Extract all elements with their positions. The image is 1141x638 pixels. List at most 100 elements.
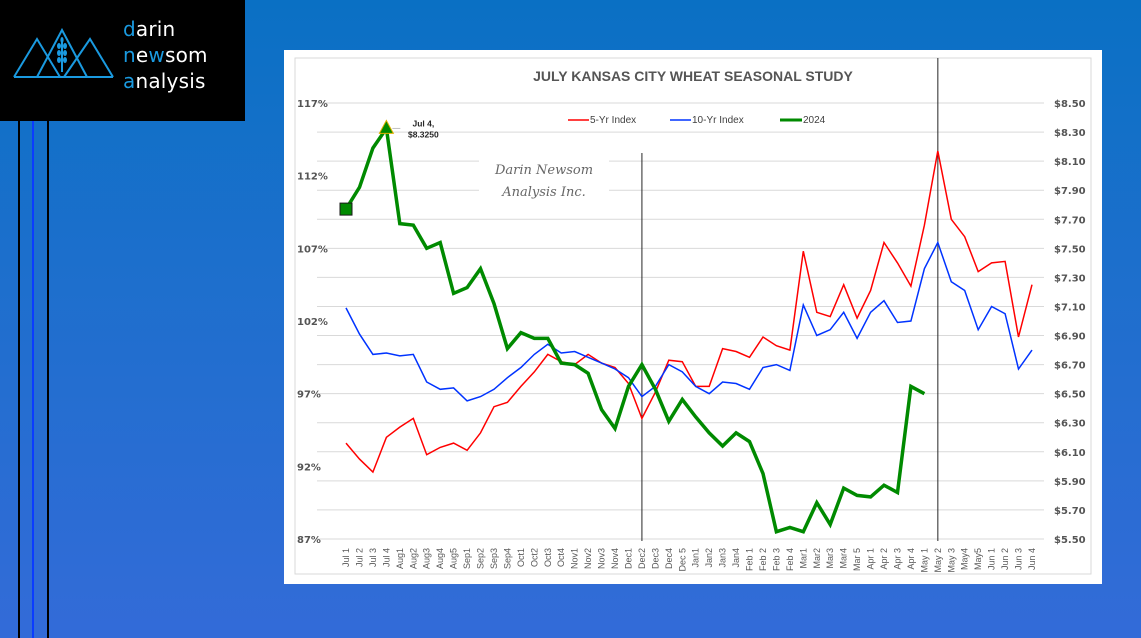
x-axis-tick-label: Jun 2 (1000, 548, 1010, 570)
legend: 5-Yr Index 10-Yr Index 2024 (554, 109, 854, 129)
right-axis: $8.50 $8.30 $8.10 $7.90 $7.70 $7.50 $7.30 $7.10… (1054, 99, 1086, 546)
legend-label-5yr: 5-Yr Index (590, 115, 636, 126)
left-axis-tick-label: 97% (297, 390, 321, 401)
x-axis-tick-label: Apr 4 (906, 548, 916, 570)
legend-label-2024: 2024 (803, 115, 826, 126)
x-axis-tick-label: May 3 (946, 548, 956, 573)
plot-area-border (294, 57, 1092, 575)
brand-letter: a (123, 69, 136, 93)
brand-letter: e (135, 43, 149, 67)
x-axis-tick-label: Jan2 (704, 548, 714, 568)
data-markers (339, 119, 401, 216)
x-axis-tick-label: Jun 1 (987, 548, 997, 570)
x-axis-tick-label: Dec 5 (677, 548, 687, 572)
vertical-markers (641, 58, 939, 541)
x-axis-tick-label: Nov4 (610, 548, 620, 569)
watermark-line1: Darin Newsom (494, 163, 593, 178)
x-axis-tick-label: Dec4 (664, 548, 674, 569)
x-axis-tick-label: Jul 3 (368, 548, 378, 567)
x-axis-tick-label: Mar3 (825, 548, 835, 569)
decorative-stripe (47, 121, 49, 638)
right-axis-tick-label: $6.30 (1054, 419, 1086, 430)
chart-panel: Darin Newsom Analysis Inc. JULY KANSAS C… (284, 50, 1102, 584)
x-axis-tick-label: Feb 2 (758, 548, 768, 571)
watermark: Darin Newsom Analysis Inc. (479, 153, 609, 205)
brand-logo: darin newsom analysis (0, 0, 245, 121)
gridlines (317, 102, 1044, 540)
x-axis-tick-label: Mar 5 (852, 548, 862, 571)
x-axis-tick-label: Jul 2 (354, 548, 364, 567)
x-axis-tick-label: May5 (973, 548, 983, 570)
right-axis-tick-label: $7.70 (1054, 215, 1086, 226)
brand-letter: n (123, 43, 136, 67)
right-axis-tick-label: $7.30 (1054, 273, 1086, 284)
x-axis-tick-label: Sep4 (502, 548, 512, 569)
left-axis-tick-label: 107% (297, 244, 328, 255)
series-line-10-yr-index (345, 240, 1033, 402)
data-point-square (339, 202, 353, 216)
right-axis-tick-label: $5.70 (1054, 506, 1086, 517)
x-axis-tick-label: Apr 3 (892, 548, 902, 570)
x-axis-tick-label: Oct3 (543, 548, 553, 567)
x-axis-tick-label: May 1 (919, 548, 929, 573)
legend-label-10yr: 10-Yr Index (692, 115, 744, 126)
brand-word: nalysis (135, 69, 206, 93)
right-axis-tick-label: $6.50 (1054, 390, 1086, 401)
x-axis-tick-label: Oct2 (529, 548, 539, 567)
brand-word: som (164, 43, 208, 67)
chart: Darin Newsom Analysis Inc. JULY KANSAS C… (294, 57, 1092, 575)
x-axis-tick-label: Nov2 (583, 548, 593, 569)
x-axis-tick-label: Oct1 (516, 548, 526, 567)
x-axis-tick-label: Aug3 (422, 548, 432, 569)
right-axis-tick-label: $8.30 (1054, 128, 1086, 139)
x-axis-tick-label: Apr 1 (866, 548, 876, 570)
left-axis-tick-label: 87% (297, 535, 321, 546)
x-axis-tick-label: Dec3 (650, 548, 660, 569)
x-axis-tick-label: Mar4 (839, 548, 849, 569)
mountains-wheat-icon (13, 27, 114, 78)
x-axis-tick-label: Aug4 (435, 548, 445, 569)
watermark-line2: Analysis Inc. (501, 185, 586, 200)
watermark-background (479, 153, 609, 205)
x-axis-tick-label: Jun 4 (1027, 548, 1037, 570)
series-line-5-yr-index (345, 150, 1033, 474)
right-axis-tick-label: $6.10 (1054, 448, 1086, 459)
annotation-line2: $8.3250 (408, 129, 439, 139)
x-axis-tick-label: Aug2 (408, 548, 418, 569)
x-axis-tick-label: Nov3 (597, 548, 607, 569)
right-axis-tick-label: $8.10 (1054, 157, 1086, 168)
series-lines (344, 123, 1033, 534)
brand-letter: d (123, 17, 136, 41)
x-axis-tick-label: Feb 1 (745, 548, 755, 571)
x-axis-tick-label: Aug1 (395, 548, 405, 569)
left-axis-tick-label: 102% (297, 317, 328, 328)
right-axis-tick-label: $6.70 (1054, 361, 1086, 372)
x-axis-tick-label: Mar2 (812, 548, 822, 569)
right-axis-tick-label: $8.50 (1054, 99, 1086, 110)
x-axis-tick-label: Feb 3 (771, 548, 781, 571)
right-axis-tick-label: $5.90 (1054, 477, 1086, 488)
x-axis-tick-label: Sep1 (462, 548, 472, 569)
series-line-2024 (344, 123, 926, 534)
x-axis-tick-label: Dec2 (637, 548, 647, 569)
x-axis-tick-label: Mar1 (798, 548, 808, 569)
x-axis-tick-label: Sep2 (476, 548, 486, 569)
x-axis: Jul 1 Jul 2 Jul 3 Jul 4 Aug1 Aug2 Aug3 Aug4 Aug5… (341, 548, 1037, 573)
left-axis-tick-label: 92% (297, 462, 321, 473)
x-axis-tick-label: May4 (960, 548, 970, 570)
left-axis-tick-label: 112% (297, 172, 328, 183)
decorative-stripe (32, 121, 34, 638)
x-axis-tick-label: Jan1 (691, 548, 701, 568)
x-axis-tick-label: Apr 2 (879, 548, 889, 570)
x-axis-tick-label: Feb 4 (785, 548, 795, 571)
decorative-stripe (18, 121, 20, 638)
right-axis-tick-label: $5.50 (1054, 535, 1086, 546)
annotation-line1: Jul 4, (412, 118, 434, 128)
data-point-triangle (378, 119, 395, 134)
x-axis-tick-label: Jul 1 (341, 548, 351, 567)
left-axis-tick-label: 117% (297, 99, 328, 110)
left-axis: 117% 112% 107% 102% 97% 92% 87% (297, 99, 328, 546)
brand-word: arin (135, 17, 176, 41)
brand-letter: w (148, 43, 165, 67)
right-axis-tick-label: $7.50 (1054, 244, 1086, 255)
